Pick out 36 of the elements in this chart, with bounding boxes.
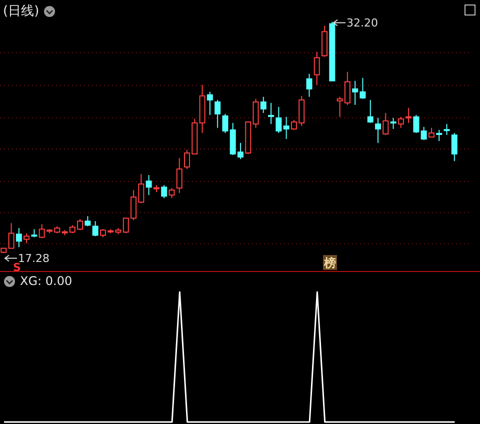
candlestick	[268, 102, 274, 124]
candlestick	[8, 222, 14, 249]
annotation: S	[13, 261, 22, 274]
candlestick	[428, 127, 434, 138]
candlestick	[168, 188, 175, 199]
candlestick	[314, 51, 320, 86]
candlestick	[161, 184, 168, 199]
candlestick	[375, 117, 382, 144]
annotation: 榜	[323, 256, 336, 270]
candlestick	[176, 157, 182, 194]
candlestick	[146, 174, 152, 196]
candlestick	[283, 116, 290, 140]
candlestick	[398, 116, 404, 128]
candlestick	[390, 117, 396, 130]
candlestick	[24, 232, 30, 244]
candlestick	[420, 126, 427, 140]
candlestick	[84, 216, 91, 227]
annotation: 32.20	[346, 16, 378, 30]
candlestick	[306, 73, 312, 98]
chart-title: XG: 0.00	[20, 274, 72, 288]
candlestick	[276, 106, 282, 134]
candlestick	[382, 112, 389, 136]
candlestick	[16, 228, 22, 248]
candlestick	[406, 107, 412, 124]
candlestick	[252, 98, 259, 128]
chart-title: (日线)	[3, 3, 40, 20]
candlestick	[436, 129, 442, 142]
candlestick	[444, 123, 450, 136]
candlestick	[222, 113, 228, 134]
candlestick	[260, 96, 266, 114]
candlestick	[206, 91, 213, 116]
candlestick	[367, 99, 374, 124]
candlestick	[413, 114, 420, 134]
candlestick	[214, 99, 221, 128]
candlestick	[451, 132, 458, 162]
candlestick	[92, 220, 98, 237]
